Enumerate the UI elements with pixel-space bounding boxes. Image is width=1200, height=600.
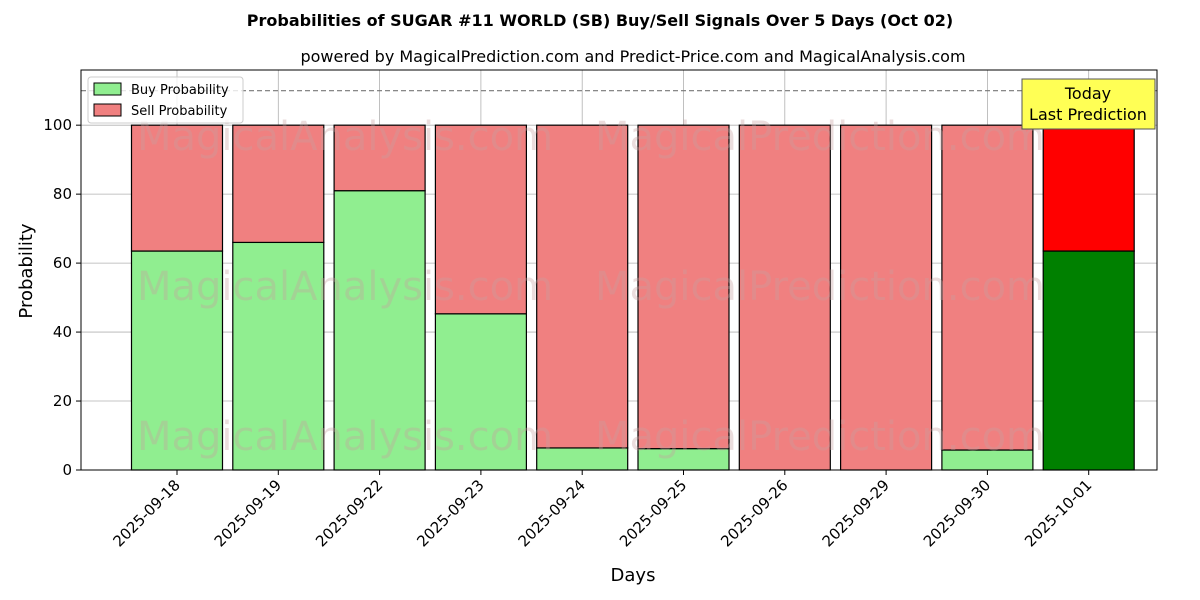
x-tick-label: 2025-10-01 — [1021, 476, 1095, 550]
buy-bar — [1042, 250, 1135, 471]
sell-bar — [941, 124, 1034, 451]
watermark-text: MagicalPrediction.com — [595, 414, 1045, 460]
x-tick-label: 2025-09-18 — [109, 476, 183, 550]
legend-box — [87, 76, 244, 124]
watermark-text: MagicalAnalysis.com — [137, 264, 553, 310]
legend-swatch-buy — [93, 82, 122, 96]
buy-bar — [333, 190, 426, 471]
x-axis-label: Days — [611, 565, 656, 586]
buy-bar — [130, 250, 224, 471]
plot-frame — [80, 69, 1158, 471]
sell-bar — [434, 124, 527, 315]
sell-bar — [333, 124, 426, 192]
x-axis-ticks: 2025-09-18 2025-09-19 2025-09-22 2025-09-23… — [109, 470, 1096, 550]
chart-subtitle: powered by MagicalPrediction.com and Pre… — [300, 47, 965, 66]
watermarks: MagicalAnalysis.com MagicalPrediction.com… — [137, 114, 1045, 460]
y-tick-label: 100 — [43, 116, 72, 134]
y-tick-label: 20 — [53, 392, 72, 410]
y-tick-label: 60 — [53, 254, 72, 272]
watermark-text: MagicalPrediction.com — [595, 114, 1045, 160]
watermark-text: MagicalAnalysis.com — [137, 414, 553, 460]
x-tick-label: 2025-09-23 — [413, 476, 487, 550]
legend: Buy Probability Sell Probability — [87, 76, 244, 124]
y-axis-ticks: 0 20 40 60 80 100 — [43, 116, 81, 479]
sell-bar — [637, 124, 730, 450]
chart-title: Probabilities of SUGAR #11 WORLD (SB) Bu… — [247, 11, 953, 30]
x-tick-label: 2025-09-26 — [717, 476, 791, 550]
legend-label-sell: Sell Probability — [131, 104, 228, 119]
annotation-box — [1021, 78, 1156, 130]
sell-bar — [839, 124, 933, 471]
x-tick-label: 2025-09-19 — [211, 476, 285, 550]
sell-bar — [130, 124, 224, 252]
x-tick-label: 2025-09-25 — [616, 476, 690, 550]
legend-swatch-sell — [93, 103, 122, 117]
x-tick-label: 2025-09-30 — [920, 476, 994, 550]
watermark-text: MagicalPrediction.com — [595, 264, 1045, 310]
y-axis-label: Probability — [16, 223, 37, 318]
sell-bar — [738, 124, 831, 471]
x-tick-label: 2025-09-24 — [515, 476, 589, 550]
sell-bar — [232, 124, 325, 244]
annotation-line1: Today — [1064, 84, 1111, 103]
annotation-line2: Last Prediction — [1029, 105, 1147, 124]
sell-bar — [1042, 124, 1135, 252]
y-tick-label: 80 — [53, 185, 72, 203]
bars — [130, 124, 1135, 471]
y-tick-label: 0 — [62, 461, 72, 479]
buy-bar — [434, 313, 527, 471]
x-tick-label: 2025-09-29 — [819, 476, 893, 550]
y-tick-label: 40 — [53, 323, 72, 341]
legend-label-buy: Buy Probability — [131, 83, 229, 98]
today-annotation: Today Last Prediction — [1021, 78, 1156, 130]
sell-bar — [536, 124, 629, 449]
x-tick-label: 2025-09-22 — [312, 476, 386, 550]
